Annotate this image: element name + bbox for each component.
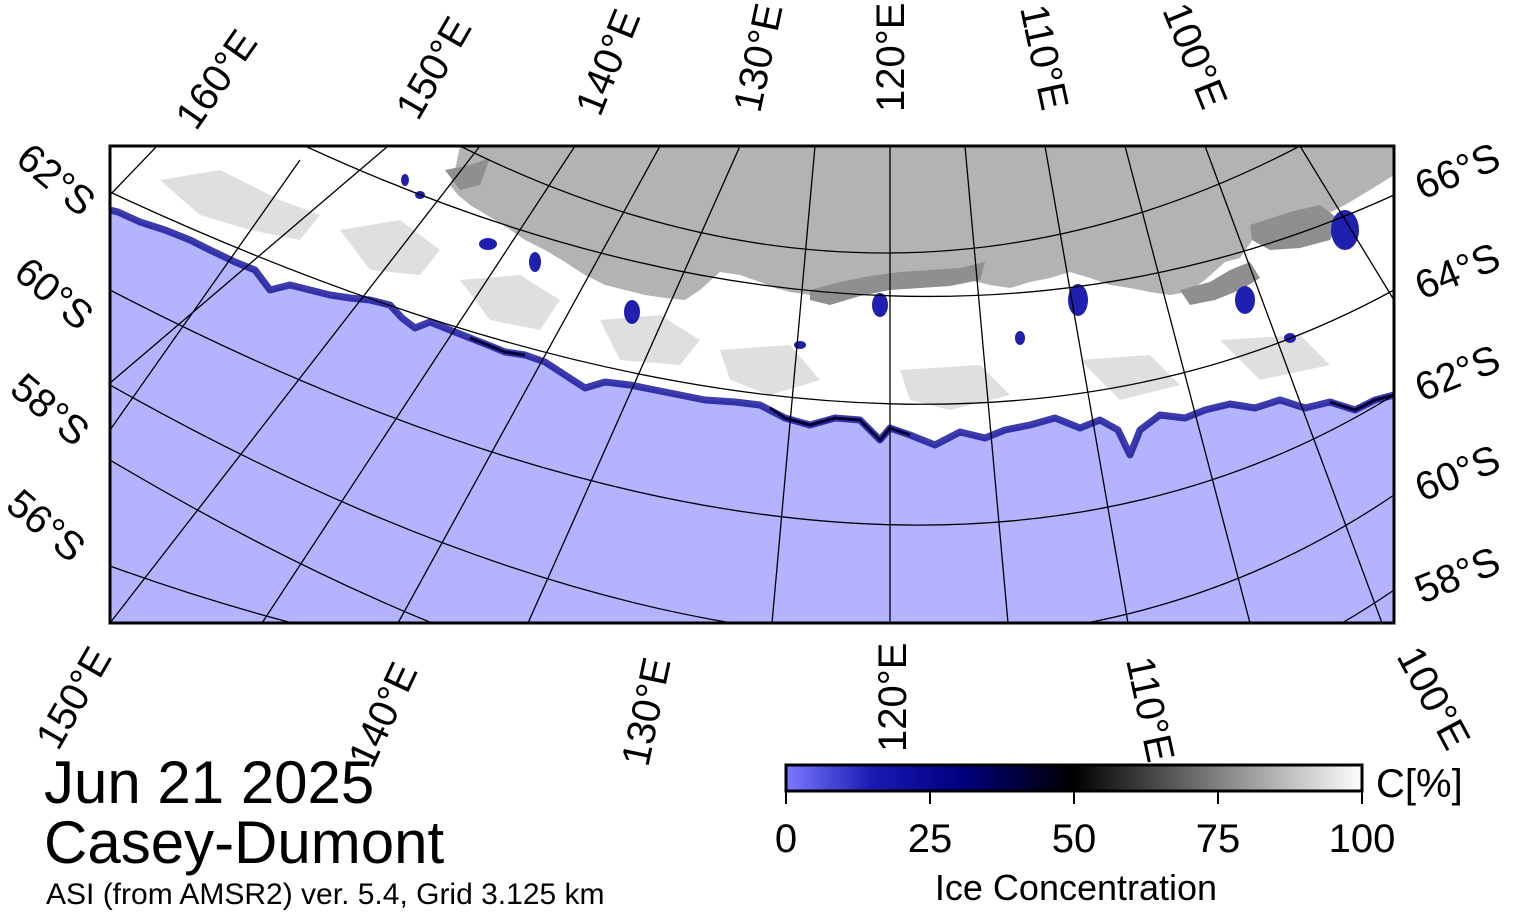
colorbar-bar — [784, 763, 1364, 793]
top-longitude-labels: 160°E 150°E 140°E 130°E 120°E 110°E 100°… — [167, 0, 1235, 137]
bottom-lon-label: 110°E — [1117, 653, 1182, 766]
ice-shelf — [445, 158, 1340, 305]
right-lat-label: 58°S — [1409, 539, 1506, 612]
right-lat-label: 66°S — [1409, 135, 1506, 208]
map-date: Jun 21 2025 — [44, 749, 375, 816]
bottom-lon-label: 130°E — [614, 654, 680, 770]
top-lon-label: 100°E — [1154, 0, 1236, 115]
left-lat-label: 58°S — [2, 365, 97, 455]
map-area — [110, 146, 1394, 623]
colorbar-tick-label: 25 — [908, 817, 953, 861]
map-frame — [108, 144, 1396, 625]
ice-edge-fringe — [110, 206, 1394, 459]
top-lon-label: 110°E — [1011, 1, 1076, 114]
top-lon-label: 150°E — [388, 10, 481, 127]
map-region: Casey-Dumont — [44, 809, 445, 876]
colorbar-ticks — [785, 791, 1363, 804]
colorbar-tick-label: 100 — [1329, 817, 1396, 861]
top-lon-label: 160°E — [167, 22, 266, 137]
polynya-spots — [401, 174, 1359, 349]
left-latitude-labels: 62°S 60°S 58°S 56°S — [0, 135, 103, 571]
top-lon-label: 140°E — [568, 3, 650, 121]
right-lat-label: 64°S — [1409, 235, 1506, 308]
left-lat-label: 62°S — [8, 135, 103, 225]
top-lon-label: 130°E — [726, 0, 792, 116]
data-source-note: ASI (from AMSR2) ver. 5.4, Grid 3.125 km — [46, 878, 605, 911]
colorbar: 0 25 50 75 100 C[%] Ice Concentration — [775, 762, 1463, 908]
right-lat-label: 62°S — [1409, 337, 1506, 410]
graticule-latitudes — [110, 146, 1394, 623]
left-lat-label: 56°S — [0, 481, 93, 571]
bottom-lon-label: 100°E — [1388, 640, 1478, 757]
bottom-lon-label: 150°E — [28, 640, 121, 757]
left-lat-label: 60°S — [6, 249, 101, 339]
bottom-lon-label: 120°E — [871, 643, 915, 752]
colorbar-unit: C[%] — [1376, 762, 1463, 806]
top-lon-label: 120°E — [869, 3, 913, 112]
colorbar-tick-label: 50 — [1052, 817, 1097, 861]
sea-ice-grey-patches — [160, 170, 1330, 410]
colorbar-tick-label: 0 — [775, 817, 797, 861]
right-latitude-labels: 66°S 64°S 62°S 60°S 58°S — [1409, 135, 1506, 612]
colorbar-label: Ice Concentration — [935, 867, 1217, 908]
ice-edge-dark-core — [469, 336, 1394, 442]
right-lat-label: 60°S — [1409, 437, 1506, 510]
colorbar-tick-label: 75 — [1196, 817, 1241, 861]
land-antarctica — [450, 146, 1394, 300]
graticule-meridians — [110, 146, 1394, 623]
